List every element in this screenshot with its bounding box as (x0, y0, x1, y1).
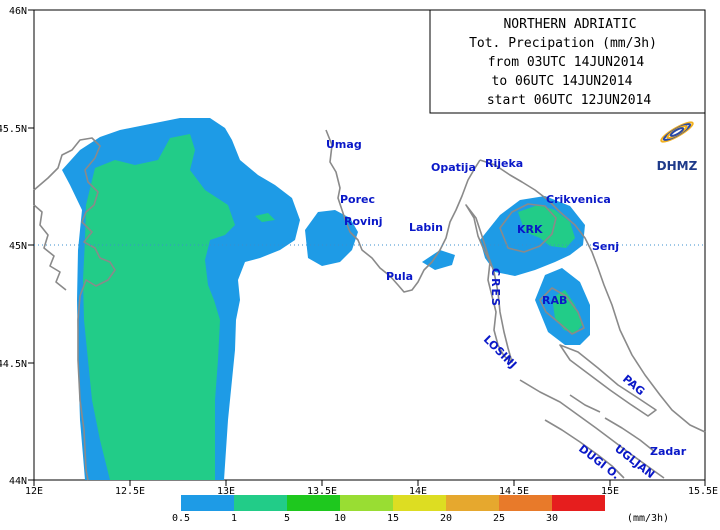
legend-threshold: 20 (440, 513, 452, 524)
legend-threshold: 10 (334, 513, 346, 524)
place-label: KRK (517, 223, 543, 236)
legend-threshold: 0.5 (172, 513, 190, 524)
lat-label: 46N (9, 6, 27, 17)
lat-label: 44N (9, 476, 27, 487)
legend-threshold: 25 (493, 513, 505, 524)
coastline (33, 129, 706, 481)
legend-swatch (234, 495, 287, 511)
legend-unit: (mm/3h) (627, 513, 669, 524)
place-labels: Umag Porec Rovinj Pula Labin Opatija Rij… (326, 138, 687, 458)
title-line: Tot. Precipation (mm/3h) (469, 36, 657, 51)
longitude-labels: 12E 12.5E 13E 13.5E 14E 14.5E 15E 15.5E (25, 486, 718, 497)
place-label: Rijeka (485, 157, 523, 170)
place-label: Pula (386, 270, 413, 283)
lat-label: 45N (9, 241, 27, 252)
legend-swatch (340, 495, 393, 511)
lat-label: 45.5N (0, 124, 27, 135)
place-label: Porec (340, 193, 375, 206)
lon-label: 15.5E (688, 486, 718, 497)
lon-label: 12E (25, 486, 43, 497)
place-label: Opatija (431, 161, 476, 174)
lon-label: 13E (217, 486, 235, 497)
title-line: start 06UTC 12JUN2014 (487, 93, 652, 108)
dhmz-logo: DHMZ (657, 121, 698, 173)
legend-threshold: 15 (387, 513, 399, 524)
logo-text: DHMZ (657, 159, 698, 173)
legend-labels: 0.5 1 5 10 15 20 25 30 (mm/3h) (172, 513, 669, 524)
legend-threshold: 5 (284, 513, 290, 524)
place-label: Senj (592, 240, 619, 253)
legend-threshold: 30 (546, 513, 558, 524)
legend-swatch (287, 495, 340, 511)
lat-label: 44.5N (0, 359, 27, 370)
lon-label: 13.5E (307, 486, 337, 497)
place-label: CRES (489, 268, 502, 308)
axis-ticks (28, 9, 706, 486)
legend-swatch (446, 495, 499, 511)
place-label: Labin (409, 221, 443, 234)
lon-label: 14.5E (499, 486, 529, 497)
place-label: Zadar (650, 445, 687, 458)
place-label: Umag (326, 138, 362, 151)
place-label: Rovinj (344, 215, 383, 228)
latitude-labels: 46N 45.5N 45N 44.5N 44N (0, 6, 27, 487)
legend-threshold: 1 (231, 513, 237, 524)
legend-swatch (181, 495, 234, 511)
legend-swatch (499, 495, 552, 511)
legend-swatch (552, 495, 605, 511)
lon-label: 12.5E (115, 486, 145, 497)
title-line: to 06UTC 14JUN2014 (492, 74, 633, 89)
title-line: from 03UTC 14JUN2014 (488, 55, 645, 70)
lon-label: 14E (409, 486, 427, 497)
place-label: Crikvenica (546, 193, 611, 206)
title-line: NORTHERN ADRIATIC (503, 17, 636, 32)
title-box: NORTHERN ADRIATIC Tot. Precipation (mm/3… (429, 9, 706, 114)
place-label: RAB (542, 294, 567, 307)
dhmz-swirl-icon (660, 121, 694, 143)
legend-swatch (393, 495, 446, 511)
legend-colorbar (181, 495, 605, 511)
lon-label: 15E (601, 486, 619, 497)
